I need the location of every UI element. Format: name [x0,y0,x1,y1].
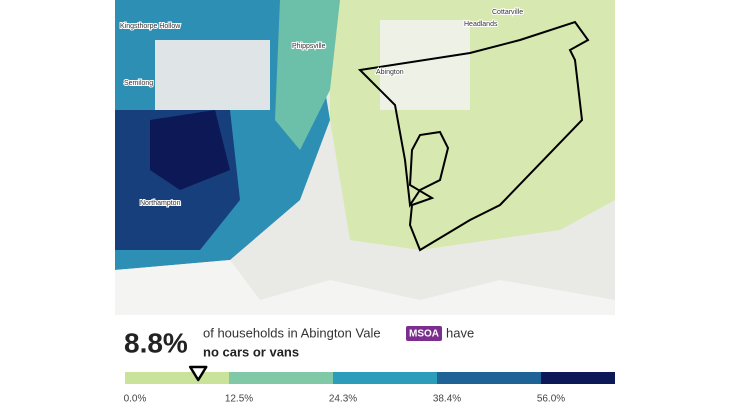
legend-bin [333,372,437,384]
legend: 8.8% of households in Abington Vale MSOA… [124,325,615,405]
map: Kingsthorpe Hollow Phippsville Headlands… [115,0,615,315]
value-marker [188,365,208,382]
map-area [155,40,270,110]
tick-label: 12.5% [225,394,253,405]
tick-label: 56.0% [537,394,565,405]
map-label: Phippsville [292,43,326,50]
legend-bin [125,372,229,384]
value-text: 8.8% [124,327,188,358]
map-area [330,0,615,250]
map-label: Abington [376,69,404,76]
map-label: Cottarville [492,9,523,16]
map-label: Semilong [124,80,153,87]
tick-label: 38.4% [433,394,461,405]
badge [406,326,442,341]
subject: no cars or vans [203,344,299,359]
map-label: Headlands [464,21,498,28]
caption: of households in Abington Vale [203,325,381,340]
map-area [380,20,470,110]
legend-bin [229,372,333,384]
map-label: Northampton [140,200,181,207]
tick-label: 0.0% [124,394,147,405]
map-area [275,0,340,150]
tick-label: 24.3% [329,394,357,405]
caption: have [446,325,474,340]
legend-bin [541,372,615,384]
badge-text: MSOA [409,329,439,340]
map-area [115,260,615,315]
legend-bin [437,372,541,384]
map-label: Kingsthorpe Hollow [120,23,181,30]
map-area [150,110,230,190]
boundary [357,20,590,252]
